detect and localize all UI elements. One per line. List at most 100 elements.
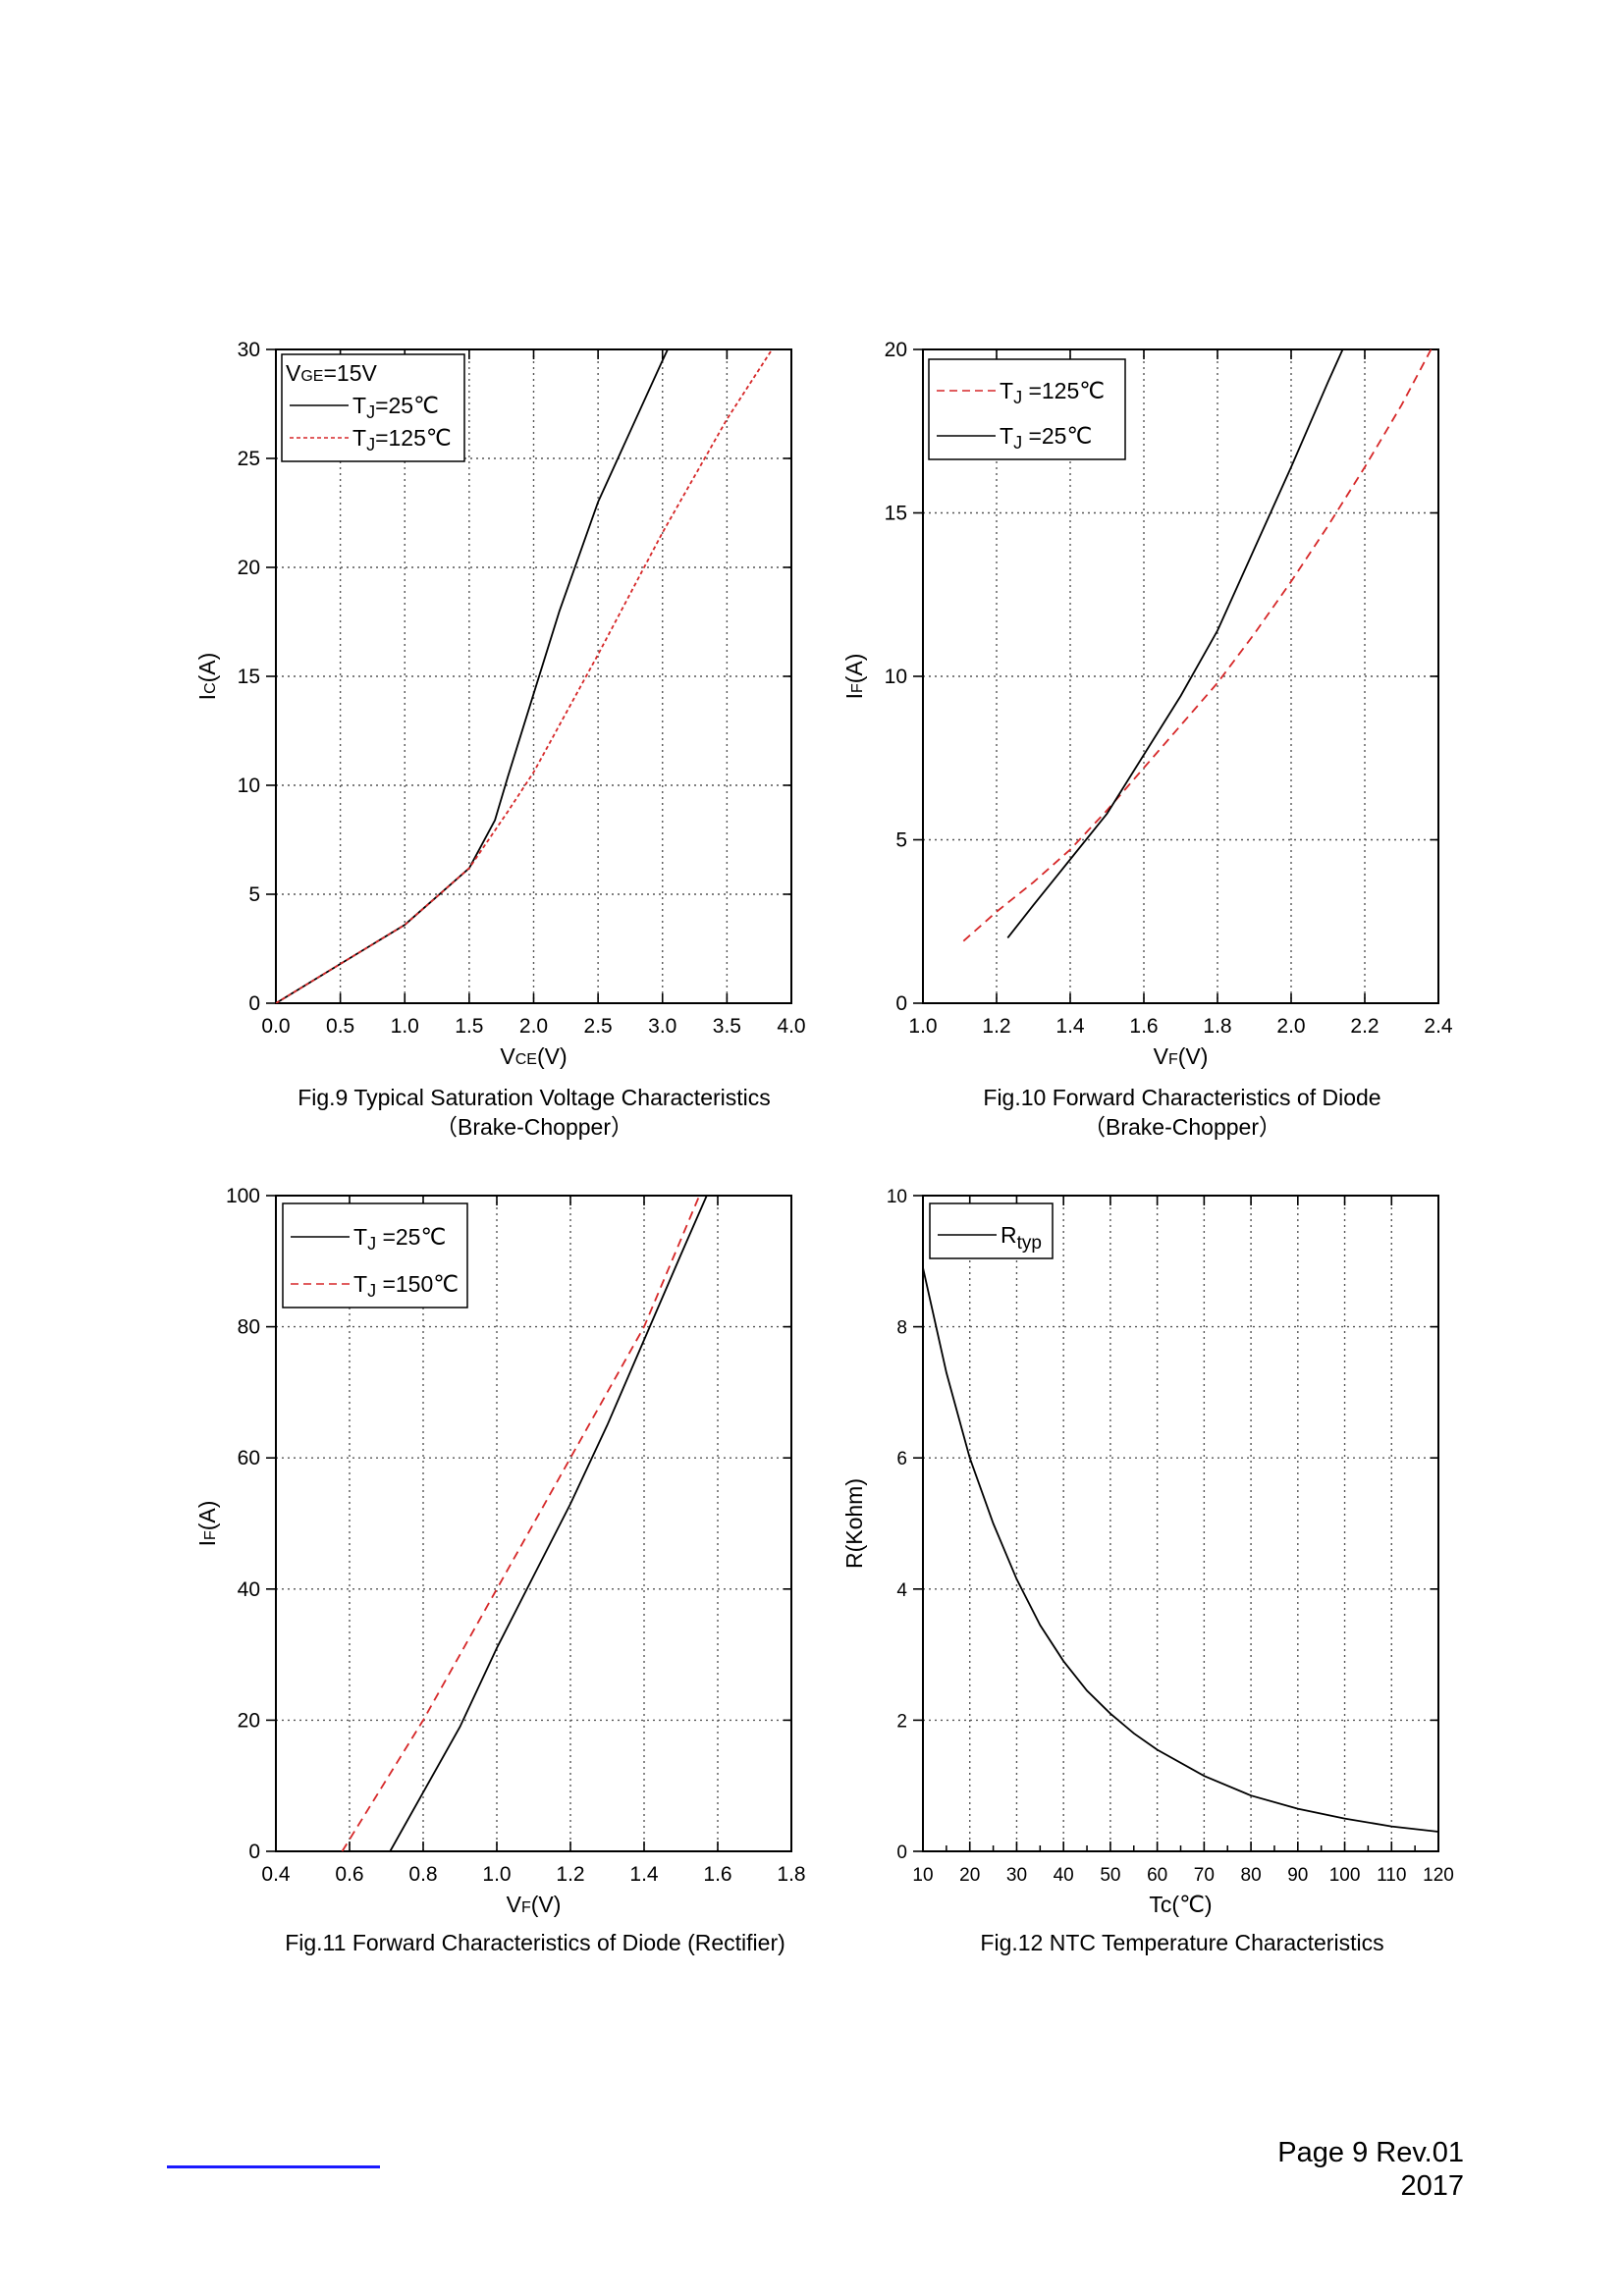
y-tick-label: 2	[896, 1711, 907, 1732]
fig11-caption: Fig.11 Forward Characteristics of Diode …	[245, 1928, 825, 1957]
legend-box	[281, 353, 465, 462]
fig10-caption: Fig.10 Forward Characteristics of Diode …	[923, 1083, 1441, 1142]
series-line-2	[1006, 349, 1344, 938]
footer-link-underline[interactable]	[167, 2165, 380, 2168]
x-tick-label: 2.0	[1276, 1015, 1305, 1038]
fig12-caption: Fig.12 NTC Temperature Characteristics	[923, 1928, 1441, 1957]
fig11-title: Fig.11 Forward Characteristics of Diode …	[285, 1930, 785, 1955]
y-tick-label: 20	[238, 557, 260, 579]
x-tick-label: 1.4	[629, 1863, 659, 1886]
y-tick-label: 80	[238, 1316, 260, 1339]
x-axis-label: VF(V)	[507, 1892, 562, 1917]
y-axis-label: IC(A)	[194, 653, 220, 701]
fig10-subtitle: （Brake-Chopper）	[1083, 1114, 1281, 1140]
y-tick-label: 15	[238, 666, 260, 688]
legend-label-1: TJ =125℃	[1000, 378, 1105, 407]
x-tick-label: 1.0	[391, 1015, 419, 1038]
plot-frame	[275, 1195, 792, 1852]
x-tick-label: 2.4	[1424, 1015, 1453, 1038]
x-tick-label: 0.4	[261, 1863, 291, 1886]
x-tick-label: 1.8	[1203, 1015, 1231, 1038]
x-tick-label: 1.0	[908, 1015, 937, 1038]
fig12-title: Fig.12 NTC Temperature Characteristics	[980, 1930, 1384, 1955]
x-tick-label: 4.0	[777, 1015, 805, 1038]
x-tick-label: 1.8	[777, 1863, 805, 1886]
fig9-subtitle: （Brake-Chopper）	[435, 1114, 633, 1140]
x-tick-label: 100	[1329, 1865, 1361, 1886]
page-number: Page 9 Rev.01	[1277, 2137, 1464, 2168]
legend-box	[928, 358, 1126, 460]
fig10-chart: 1.0 1.2 1.4 1.6 1.8 2.0 2.2 2.4 0 5 10 15 20 VF(V) IF(…	[841, 339, 1453, 1069]
fig10-title: Fig.10 Forward Characteristics of Diode	[983, 1085, 1381, 1110]
x-tick-label: 50	[1100, 1865, 1120, 1886]
legend-label-2: TJ =150℃	[353, 1271, 459, 1301]
series-line-1	[389, 1196, 708, 1851]
y-tick-label: 10	[238, 774, 260, 797]
fig9-caption: Fig.9 Typical Saturation Voltage Charact…	[275, 1083, 793, 1142]
x-tick-label: 0.6	[335, 1863, 363, 1886]
y-tick-label: 0	[248, 1841, 260, 1863]
legend-label-1: TJ =25℃	[353, 1224, 446, 1254]
y-tick-label: 0	[895, 992, 907, 1015]
page-info: Page 9 Rev.01 2017	[1277, 2136, 1464, 2203]
legend: Rtyp	[929, 1202, 1054, 1259]
x-tick-label: 1.6	[703, 1863, 731, 1886]
y-tick-label: 0	[248, 992, 260, 1015]
y-tick-label: 20	[238, 1709, 260, 1732]
y-tick-label: 100	[226, 1185, 260, 1207]
x-tick-label: 2.0	[519, 1015, 548, 1038]
x-tick-label: 110	[1377, 1865, 1406, 1886]
y-tick-label: 8	[896, 1318, 907, 1339]
x-tick-label: 90	[1287, 1865, 1308, 1886]
x-tick-label: 30	[1006, 1865, 1027, 1886]
y-tick-label: 6	[896, 1449, 907, 1469]
x-tick-label: 2.5	[584, 1015, 613, 1038]
fig9-chart: 0.0 0.5 1.0 1.5 2.0 2.5 3.0 3.5 4.0 0 5 10 15 20 25 30 V…	[194, 339, 806, 1069]
y-axis-label: IF(A)	[841, 654, 867, 700]
y-tick-label: 5	[895, 829, 907, 852]
fig12-chart: 10 20 30 40 50 60 70 80 90 100 110 120 0 2 4 6 8 10 Tc(℃) R…	[841, 1187, 1454, 1917]
x-axis-label: VF(V)	[1154, 1043, 1209, 1069]
x-tick-label: 2.2	[1350, 1015, 1379, 1038]
x-tick-label: 0.0	[261, 1015, 290, 1038]
legend-label-2: TJ=125℃	[352, 425, 452, 454]
legend-label-1: Rtyp	[1001, 1222, 1042, 1254]
x-tick-label: 1.4	[1055, 1015, 1085, 1038]
y-tick-label: 40	[238, 1578, 260, 1601]
x-tick-label: 3.5	[713, 1015, 741, 1038]
x-tick-label: 3.0	[648, 1015, 676, 1038]
y-axis-label: IF(A)	[194, 1501, 220, 1547]
legend-label-2: TJ =25℃	[1000, 423, 1092, 453]
legend: TJ =125℃ TJ =25℃	[928, 358, 1126, 460]
y-tick-label: 10	[885, 666, 907, 688]
x-axis-label: VCE(V)	[500, 1043, 567, 1069]
x-tick-label: 1.5	[455, 1015, 483, 1038]
y-tick-label: 10	[887, 1187, 907, 1207]
x-tick-label: 80	[1241, 1865, 1262, 1886]
fig9-title: Fig.9 Typical Saturation Voltage Charact…	[298, 1085, 771, 1110]
fig11-chart: 0.4 0.6 0.8 1.0 1.2 1.4 1.6 1.8 0 20 40 60 80 100 VF(V…	[194, 1185, 806, 1917]
legend-box	[929, 1202, 1054, 1259]
x-tick-label: 1.6	[1129, 1015, 1158, 1038]
x-tick-label: 60	[1147, 1865, 1167, 1886]
legend-label-1: TJ=25℃	[352, 393, 439, 422]
x-tick-label: 1.0	[482, 1863, 511, 1886]
x-tick-label: 10	[912, 1865, 933, 1886]
series-line-2	[276, 349, 774, 1003]
x-tick-label: 70	[1194, 1865, 1215, 1886]
legend-header: VGE=15V	[286, 360, 377, 386]
y-tick-label: 5	[248, 883, 260, 906]
page-year: 2017	[1400, 2170, 1464, 2202]
x-tick-label: 20	[959, 1865, 980, 1886]
y-axis-label: R(Kohm)	[841, 1478, 867, 1569]
y-tick-label: 0	[896, 1842, 907, 1863]
series-line-1	[923, 1267, 1438, 1833]
legend-box	[282, 1202, 468, 1308]
x-tick-label: 120	[1423, 1865, 1454, 1886]
y-tick-label: 30	[238, 339, 260, 361]
y-tick-label: 20	[885, 339, 907, 361]
y-tick-label: 25	[238, 448, 260, 470]
x-tick-label: 0.8	[408, 1863, 437, 1886]
x-tick-label: 1.2	[982, 1015, 1010, 1038]
